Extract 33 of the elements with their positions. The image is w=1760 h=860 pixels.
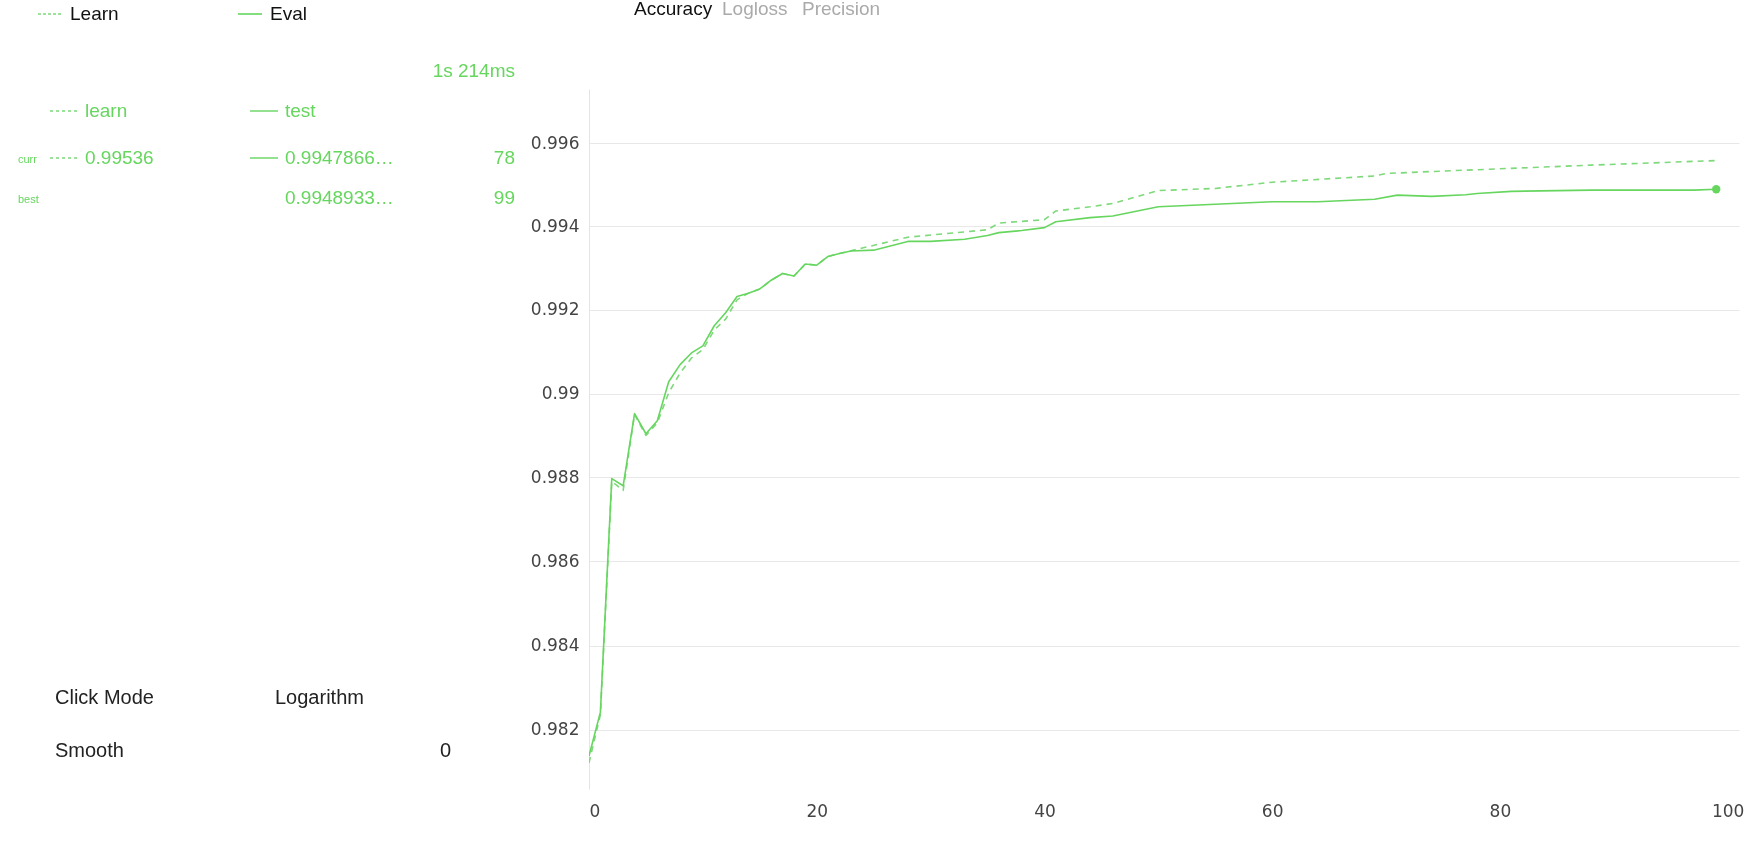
text: 0.99536 [85, 147, 154, 168]
y-tick-label: 0.996 [530, 132, 580, 153]
legend-label: Learn [70, 3, 119, 24]
y-tick-label: 0.99 [541, 383, 580, 404]
text: 1s 214ms [432, 60, 515, 81]
text: Click Mode [55, 686, 154, 708]
y-tick-label: 0.992 [530, 299, 580, 320]
y-tick-label: 0.988 [530, 466, 580, 487]
x-tick-label: 100 [1711, 800, 1745, 821]
text: curr [18, 153, 38, 165]
text: test [285, 100, 317, 121]
text: 0.9947866… [285, 147, 394, 168]
text: Precision [802, 0, 881, 19]
text: 0.9948933… [285, 187, 394, 208]
text: Smooth [55, 739, 124, 761]
x-tick-label: 20 [806, 800, 829, 821]
x-tick-label: 40 [1034, 800, 1056, 821]
text: 0 [440, 739, 452, 761]
y-tick-label: 0.984 [530, 635, 580, 656]
y-tick-label: 0.994 [530, 215, 580, 236]
y-tick-label: 0.982 [530, 719, 580, 740]
text: 78 [493, 147, 515, 168]
text: best [18, 193, 39, 205]
text: Logloss [722, 0, 788, 19]
chart-title: Accuracy [634, 0, 713, 19]
x-tick-label: 0 [589, 800, 601, 821]
text: 99 [493, 187, 515, 208]
text: learn [85, 100, 128, 121]
x-tick-label: 60 [1261, 800, 1284, 821]
y-tick-label: 0.986 [530, 550, 580, 571]
x-tick-label: 80 [1489, 800, 1512, 821]
text: Logarithm [275, 686, 364, 708]
legend-label: Eval [270, 3, 307, 24]
